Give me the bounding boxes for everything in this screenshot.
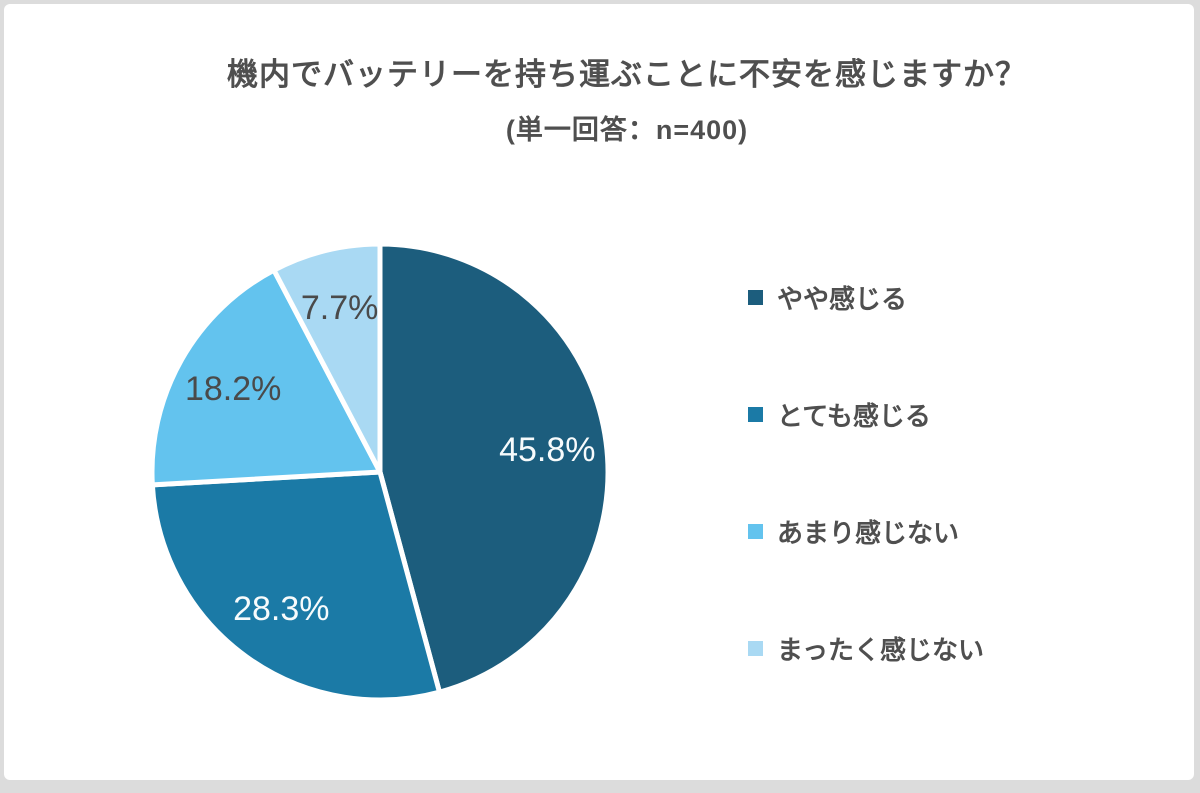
legend-swatch-icon xyxy=(748,641,763,656)
legend-label: やや感じる xyxy=(777,279,907,316)
legend-item-3: まったく感じない xyxy=(748,631,984,665)
chart-card: 機内でバッテリーを持ち運ぶことに不安を感じますか？ (単一回答：n=400) 4… xyxy=(4,4,1194,780)
legend-label: まったく感じない xyxy=(777,630,984,667)
pie-slice-label-1: 28.3% xyxy=(233,590,329,628)
legend-label: とても感じる xyxy=(777,396,931,433)
pie-slice-label-0: 45.8% xyxy=(499,431,595,469)
legend-swatch-icon xyxy=(748,524,763,539)
pie-slice-label-3: 7.7% xyxy=(301,289,379,327)
legend-swatch-icon xyxy=(748,407,763,422)
legend-item-1: とても感じる xyxy=(748,397,931,431)
legend-item-2: あまり感じない xyxy=(748,514,959,548)
legend-label: あまり感じない xyxy=(777,513,959,550)
pie-chart: 45.8% 28.3% 18.2% 7.7% xyxy=(4,4,1200,793)
legend-item-0: やや感じる xyxy=(748,280,907,314)
pie-slice-label-2: 18.2% xyxy=(185,370,281,408)
legend-swatch-icon xyxy=(748,290,763,305)
